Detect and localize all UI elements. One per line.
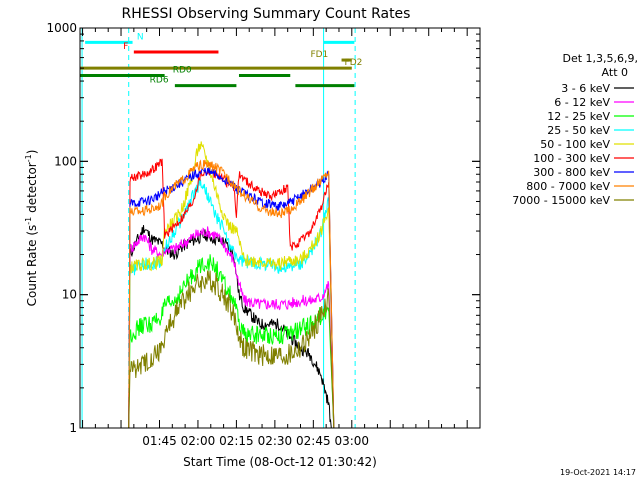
legend-label-3: 25 - 50 keV bbox=[547, 124, 610, 137]
legend-label-7: 800 - 7000 keV bbox=[526, 180, 610, 193]
chart-title: RHESSI Observing Summary Count Rates bbox=[122, 6, 411, 22]
legend-header-line2: Att 0 bbox=[602, 66, 628, 79]
y-axis-label-sup1: -1 bbox=[24, 217, 33, 225]
y-tick-label-2: 100 bbox=[54, 154, 77, 168]
y-axis-label-main: Count Rate (s bbox=[25, 225, 39, 307]
series-line-8 bbox=[128, 270, 335, 429]
x-tick-label-2: 02:15 bbox=[219, 434, 254, 448]
legend-label-0: 3 - 6 keV bbox=[561, 82, 610, 95]
interval-label-0: N bbox=[137, 32, 144, 42]
interval-label-2: FD1 bbox=[310, 50, 328, 60]
legend-label-5: 100 - 300 keV bbox=[533, 152, 610, 165]
x-axis-ticks: 01:45 02:00 02:15 02:30 02:45 03:00 bbox=[82, 28, 481, 448]
y-tick-label-0: 1 bbox=[69, 421, 77, 435]
legend-label-1: 6 - 12 keV bbox=[554, 96, 610, 109]
y-axis-ticks: 1 10 100 1000 bbox=[46, 21, 480, 435]
y-axis-label-mid: detector bbox=[25, 162, 39, 217]
timestamp-footer: 19-Oct-2021 14:17 bbox=[560, 468, 636, 477]
series-line-7 bbox=[128, 159, 335, 429]
legend-label-4: 50 - 100 keV bbox=[540, 138, 610, 151]
y-tick-label-3: 1000 bbox=[46, 21, 77, 35]
y-axis-label-end: ) bbox=[25, 150, 39, 155]
series-line-2 bbox=[128, 254, 335, 429]
legend-label-8: 7000 - 15000 keV bbox=[512, 194, 610, 207]
interval-label-3: FD2 bbox=[345, 58, 363, 68]
interval-bars: NF FD1 FD2 RD0 RD6 bbox=[80, 32, 363, 88]
plot-frame bbox=[79, 27, 481, 429]
vertical-markers bbox=[81, 28, 356, 428]
y-axis-label: Count Rate (s-1 detector-1) bbox=[24, 150, 39, 307]
y-tick-label-1: 10 bbox=[62, 288, 77, 302]
interval-label-1: F bbox=[123, 42, 128, 52]
series-line-4 bbox=[128, 141, 335, 429]
x-tick-label-0: 01:45 bbox=[142, 434, 177, 448]
series-line-3 bbox=[128, 179, 335, 429]
interval-label-5: RD6 bbox=[150, 76, 169, 86]
x-tick-label-4: 02:45 bbox=[296, 434, 331, 448]
x-tick-label-3: 02:30 bbox=[258, 434, 293, 448]
y-axis-label-sup2: -1 bbox=[24, 154, 33, 162]
interval-label-4: RD0 bbox=[173, 66, 192, 76]
series-lines bbox=[128, 141, 335, 429]
legend-header-line1: Det 1,3,5,6,9, bbox=[562, 52, 638, 65]
legend-label-2: 12 - 25 keV bbox=[547, 110, 610, 123]
legend-label-6: 300 - 800 keV bbox=[533, 166, 610, 179]
x-tick-label-5: 03:00 bbox=[334, 434, 369, 448]
x-tick-label-1: 02:00 bbox=[181, 434, 216, 448]
x-axis-label: Start Time (08-Oct-12 01:30:42) bbox=[183, 455, 377, 469]
